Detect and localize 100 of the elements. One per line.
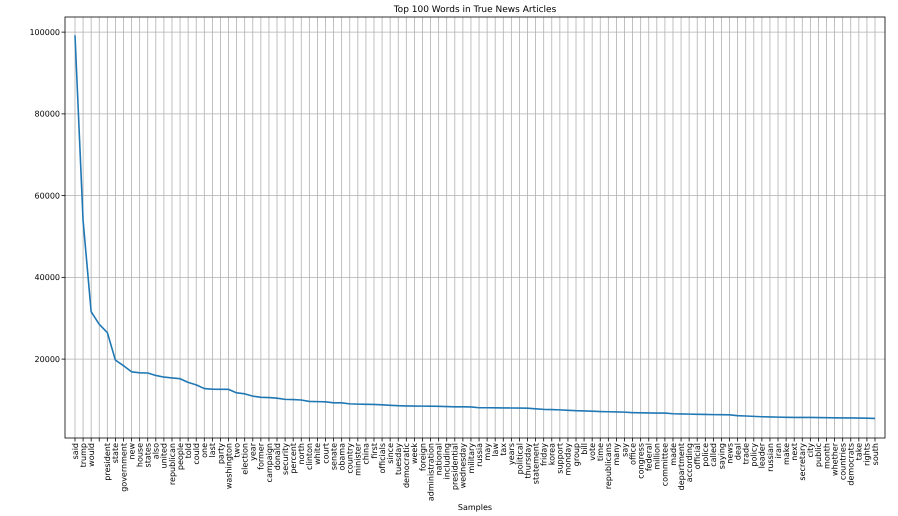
x-tick-label: senate	[329, 442, 338, 470]
x-tick-label: new	[127, 442, 136, 460]
y-tick-label: 100000	[29, 28, 60, 37]
x-tick-label: since	[386, 442, 395, 464]
x-tick-label: also	[152, 442, 161, 460]
x-tick-label: russian	[766, 443, 775, 472]
x-tick-label: office	[628, 442, 638, 465]
x-tick-label: republican	[168, 443, 177, 486]
x-tick-label: take	[854, 442, 864, 460]
x-tick-label: korea	[548, 442, 557, 466]
x-tick-label: public	[814, 443, 824, 468]
x-tick-label: south	[870, 443, 880, 466]
x-tick-label: year	[248, 442, 258, 461]
x-tick-label: official	[693, 443, 702, 470]
x-tick-label: former	[256, 442, 266, 470]
x-tick-label: congress	[636, 443, 646, 479]
x-tick-label: tax	[499, 442, 508, 456]
x-tick-label: law	[491, 442, 500, 457]
x-tick-label: states	[144, 443, 153, 468]
x-tick-label: first	[370, 443, 379, 459]
x-tick-label: state	[111, 442, 120, 464]
x-tick-label: democrats	[846, 443, 856, 486]
x-tick-label: told	[184, 443, 193, 458]
x-tick-label: police	[701, 442, 710, 467]
x-tick-label: government	[119, 443, 128, 492]
x-tick-label: make	[782, 442, 791, 465]
x-tick-label: clinton	[305, 443, 314, 470]
x-tick-label: news	[725, 443, 734, 464]
x-tick-label: minister	[354, 442, 363, 476]
x-tick-label: white	[313, 442, 322, 465]
x-tick-label: saying	[717, 443, 726, 470]
x-tick-label: two	[232, 442, 242, 458]
x-tick-label: russia	[474, 442, 484, 467]
x-tick-label: group	[572, 443, 581, 466]
x-tick-label: countries	[838, 443, 848, 480]
x-tick-label: committee	[660, 442, 670, 486]
x-tick-label: administration	[426, 443, 436, 502]
y-tick-label: 60000	[34, 191, 60, 200]
x-tick-label: security	[280, 442, 290, 475]
x-tick-label: obama	[337, 442, 346, 471]
x-tick-label: house	[135, 442, 144, 468]
x-tick-label: people	[176, 442, 185, 470]
x-tick-label: say	[620, 442, 630, 457]
x-tick-label: washington	[224, 443, 234, 490]
x-tick-label: foreign	[418, 443, 428, 472]
x-tick-label: court	[321, 443, 330, 464]
x-tick-label: political	[515, 443, 524, 474]
x-tick-label: north	[297, 443, 306, 464]
x-tick-label: including	[442, 443, 452, 480]
x-tick-label: vote	[588, 442, 597, 461]
x-tick-label: china	[362, 442, 371, 465]
x-tick-label: thursday	[523, 442, 532, 478]
x-tick-label: could	[192, 443, 202, 465]
x-tick-label: republicans	[604, 443, 614, 490]
x-tick-label: election	[240, 443, 250, 475]
x-tick-label: tuesday	[394, 442, 404, 476]
x-tick-label: friday	[539, 442, 548, 466]
x-tick-label: week	[410, 442, 420, 464]
x-tick-label: campaign	[264, 443, 274, 482]
x-tick-label: many	[612, 442, 622, 466]
x-tick-label: national	[434, 443, 444, 476]
x-tick-label: years	[507, 443, 516, 466]
x-tick-label: donald	[272, 443, 282, 470]
x-tick-label: military	[466, 442, 476, 474]
x-tick-label: next	[790, 443, 799, 461]
x-tick-label: federal	[644, 443, 654, 472]
x-tick-label: made	[668, 442, 678, 466]
x-tick-label: million	[652, 443, 662, 470]
x-tick-label: time	[596, 442, 606, 462]
line-series	[74, 34, 876, 420]
x-tick-label: policy	[750, 442, 759, 467]
y-tick-label: 80000	[34, 110, 60, 119]
x-tick-label: leader	[758, 442, 767, 468]
x-tick-label: city	[806, 442, 816, 458]
x-tick-label: united	[160, 443, 169, 468]
y-tick-label: 40000	[34, 273, 60, 282]
x-tick-label: trump	[78, 443, 88, 468]
x-tick-label: monday	[564, 442, 573, 476]
x-tick-label: officials	[378, 443, 387, 474]
x-tick-label: secretary	[798, 442, 808, 481]
x-tick-label: deal	[733, 443, 742, 460]
x-tick-label: rights	[862, 443, 872, 466]
x-tick-label: percent	[288, 443, 298, 474]
x-tick-label: whether	[830, 442, 840, 476]
x-tick-label: president	[103, 443, 112, 481]
x-tick-label: bill	[580, 443, 589, 455]
x-tick-label: country	[346, 442, 355, 474]
x-tick-label: wednesday	[458, 442, 468, 488]
x-tick-label: would	[86, 443, 96, 467]
x-tick-label: iran	[774, 443, 783, 458]
x-tick-label: month	[822, 443, 832, 469]
x-axis-title: Samples	[458, 503, 492, 512]
x-tick-label: department	[676, 443, 686, 490]
x-tick-label: presidential	[450, 443, 460, 490]
x-tick-label: support	[556, 443, 565, 474]
x-tick-label: may	[482, 442, 492, 460]
x-tick-label: democratic	[402, 443, 412, 488]
x-tick-label: according	[684, 443, 694, 482]
x-tick-label: party	[216, 442, 226, 464]
x-tick-label: said	[70, 443, 80, 460]
